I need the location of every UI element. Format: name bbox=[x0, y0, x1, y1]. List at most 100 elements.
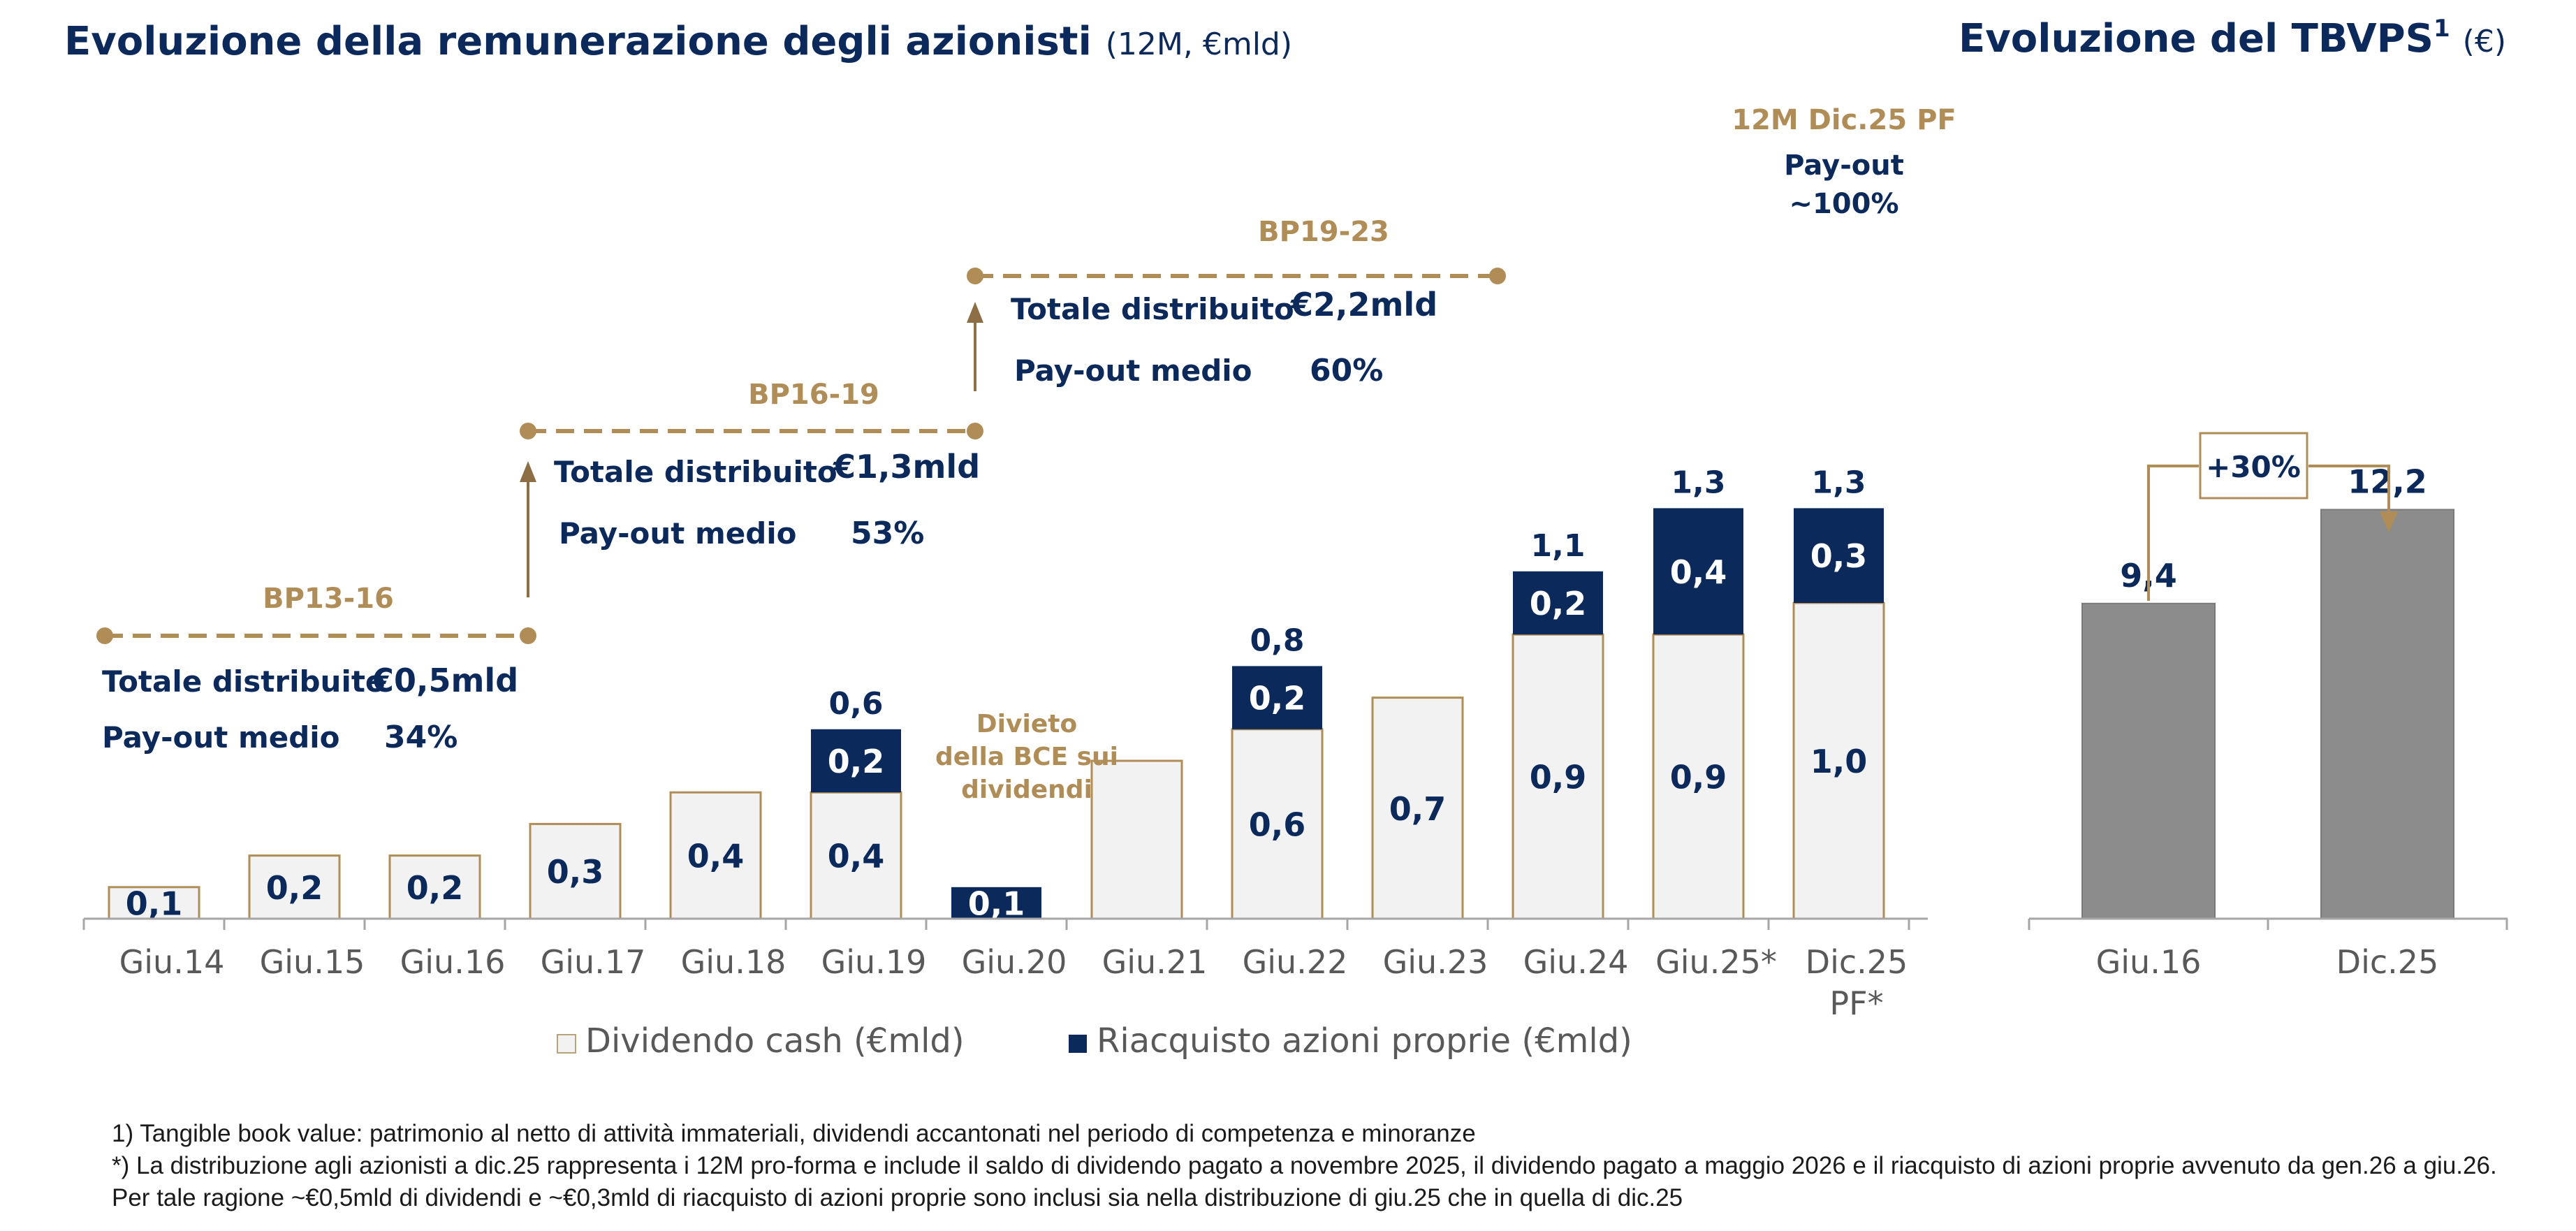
growth-callout: +30% bbox=[2147, 432, 2398, 601]
x-tick-label: Giu.24 bbox=[1523, 943, 1629, 981]
x-tick-label: Giu.15 bbox=[260, 943, 365, 981]
bar-total-label: 1,3 bbox=[1812, 465, 1866, 500]
bar-label-buyback: 0,1 bbox=[968, 884, 1025, 922]
left-x-axis-labels: Giu.14 Giu.15 Giu.16 Giu.17 Giu.18 Giu.1… bbox=[119, 943, 1908, 1022]
bar-label-cash: 0,9 bbox=[1530, 759, 1587, 796]
legend-swatch-cash bbox=[557, 1034, 576, 1054]
bar-total-label: 0,6 bbox=[829, 686, 884, 722]
bar-label-cash: 0,9 bbox=[1670, 759, 1727, 796]
bar-total-label: 1,3 bbox=[1671, 465, 1726, 500]
bar-dividend-cash bbox=[1792, 602, 1885, 920]
pf-payout-note: 12M Dic.25 PF Pay-out ~100% bbox=[1732, 104, 1956, 220]
x-tick-label: Giu.14 bbox=[119, 943, 225, 981]
growth-connector bbox=[2147, 465, 2199, 601]
bar-dividend-cash bbox=[1512, 633, 1604, 920]
bar-label-buyback: 0,2 bbox=[828, 743, 885, 780]
legend-label-buyback: Riacquisto azioni proprie (€mld) bbox=[1097, 1021, 1632, 1061]
right-x-axis-labels: Giu.16 Dic.25 bbox=[2096, 943, 2439, 981]
plan-payout-value: 60% bbox=[1310, 353, 1383, 388]
plan-total-value: €0,5mld bbox=[371, 662, 518, 699]
plan-total-label: Totale distribuito bbox=[102, 664, 386, 699]
plan-total-label: Totale distribuito bbox=[554, 455, 837, 489]
bar-buyback bbox=[1513, 571, 1603, 635]
arrow-up-icon bbox=[967, 302, 983, 323]
bar-buyback bbox=[951, 887, 1041, 919]
bce-dividend-ban-note: Divieto della BCE sui dividendi bbox=[935, 710, 1118, 804]
x-tick-label: Dic.25 bbox=[1806, 943, 1908, 981]
left-x-axis-ticks bbox=[82, 919, 1910, 930]
arrow-up-icon bbox=[520, 461, 536, 482]
arrow-down-icon bbox=[2380, 511, 2398, 532]
x-tick-label: PF* bbox=[1829, 984, 1883, 1022]
bar-total-label: 1,1 bbox=[1531, 528, 1586, 564]
growth-connector bbox=[2308, 465, 2390, 513]
bar-buyback bbox=[1232, 666, 1322, 729]
footnote-1: 1) Tangible book value: patrimonio al ne… bbox=[112, 1120, 1476, 1147]
left-chart-bars bbox=[108, 508, 1885, 920]
right-chart-title: Evoluzione del TBVPS1 (€) bbox=[1959, 15, 2506, 61]
left-chart-legend: Dividendo cash (€mld) Riacquisto azioni … bbox=[557, 1021, 1632, 1061]
x-tick-label: Giu.22 bbox=[1243, 943, 1348, 981]
bar-label-cash: 0,2 bbox=[407, 869, 464, 907]
plan-name: BP13-16 bbox=[263, 583, 394, 615]
plan-payout-value: 34% bbox=[384, 720, 458, 755]
bar-label-cash: 0,6 bbox=[1249, 806, 1306, 843]
bar-dividend-cash bbox=[1652, 633, 1745, 920]
plan-bp16-19: BP16-19 Totale distribuito €1,3mld Pay-o… bbox=[520, 379, 983, 597]
bar-buyback bbox=[1794, 508, 1884, 603]
left-chart-title-unit: (12M, €mld) bbox=[1106, 27, 1292, 62]
bar-tbvps bbox=[2320, 509, 2454, 919]
x-tick-label: Dic.25 bbox=[2336, 943, 2439, 981]
footnote-star: *) La distribuzione agli azionisti a dic… bbox=[112, 1152, 2497, 1211]
plan-total-label: Totale distribuito bbox=[1011, 292, 1294, 326]
bar-buyback bbox=[1653, 508, 1743, 635]
left-chart-bar-labels: 0,1 0,2 0,2 0,3 0,4 0,4 0,2 0,6 0,1 0,6 0,2 0,8 0,7 0… bbox=[126, 465, 1868, 922]
bar-label-cash: 0,4 bbox=[687, 838, 745, 875]
bar-tbvps bbox=[2081, 602, 2216, 919]
x-tick-label: Giu.20 bbox=[962, 943, 1067, 981]
charts-canvas: Evoluzione della remunerazione degli azi… bbox=[64, 15, 2508, 1061]
bar-label-cash: 1,0 bbox=[1810, 743, 1868, 780]
x-tick-label: Giu.23 bbox=[1383, 943, 1488, 981]
plan-total-value: €1,3mld bbox=[833, 448, 980, 486]
x-tick-label: Giu.16 bbox=[2096, 943, 2202, 981]
plan-dot bbox=[96, 627, 113, 644]
bar-dividend-cash bbox=[1090, 759, 1183, 920]
right-chart-title-superscript: 1 bbox=[2434, 15, 2450, 43]
bar-dividend-cash bbox=[810, 791, 902, 920]
bar-label-buyback: 0,2 bbox=[1530, 585, 1587, 622]
x-tick-label: Giu.25* bbox=[1655, 943, 1777, 981]
bar-label-buyback: 0,4 bbox=[1670, 553, 1727, 591]
plan-bp13-16: BP13-16 Totale distribuito €0,5mld Pay-o… bbox=[96, 583, 536, 755]
plan-dot bbox=[520, 423, 536, 439]
bar-label-cash: 0,7 bbox=[1389, 790, 1447, 828]
plan-dot bbox=[967, 268, 983, 284]
bce-note-line: dividendi bbox=[961, 775, 1092, 804]
bar-dividend-cash bbox=[1371, 697, 1464, 920]
x-tick-label: Giu.19 bbox=[821, 943, 927, 981]
x-tick-label: Giu.16 bbox=[400, 943, 506, 981]
right-chart-title-unit: (€) bbox=[2463, 24, 2506, 59]
bar-label-cash: 0,4 bbox=[828, 838, 885, 875]
left-chart-title: Evoluzione della remunerazione degli azi… bbox=[64, 19, 1292, 64]
legend-swatch-buyback bbox=[1069, 1035, 1087, 1053]
plan-dot bbox=[967, 423, 983, 439]
x-tick-label: Giu.18 bbox=[681, 943, 786, 981]
plan-payout-value: 53% bbox=[851, 516, 924, 551]
x-tick-label: Giu.21 bbox=[1102, 943, 1208, 981]
bar-total-label: 0,8 bbox=[1250, 622, 1305, 658]
bar-label-cash: 0,2 bbox=[266, 869, 323, 907]
plan-name: BP16-19 bbox=[748, 379, 879, 411]
plan-payout-label: Pay-out medio bbox=[1014, 354, 1252, 388]
bar-buyback bbox=[811, 729, 901, 793]
bar-label-cash: 0,1 bbox=[126, 884, 183, 922]
bce-note-line: della BCE sui bbox=[935, 743, 1118, 771]
pf-note-payout-label: Pay-out bbox=[1784, 150, 1904, 182]
legend-label-cash: Dividendo cash (€mld) bbox=[585, 1021, 965, 1061]
plan-dot bbox=[520, 627, 536, 644]
right-x-axis-ticks bbox=[2028, 919, 2508, 930]
bar-dividend-cash bbox=[529, 822, 622, 920]
pf-note-payout-value: ~100% bbox=[1789, 188, 1898, 220]
plan-bp19-23: BP19-23 Totale distribuito €2,2mld Pay-o… bbox=[967, 216, 1506, 391]
plan-name: BP19-23 bbox=[1258, 216, 1389, 248]
